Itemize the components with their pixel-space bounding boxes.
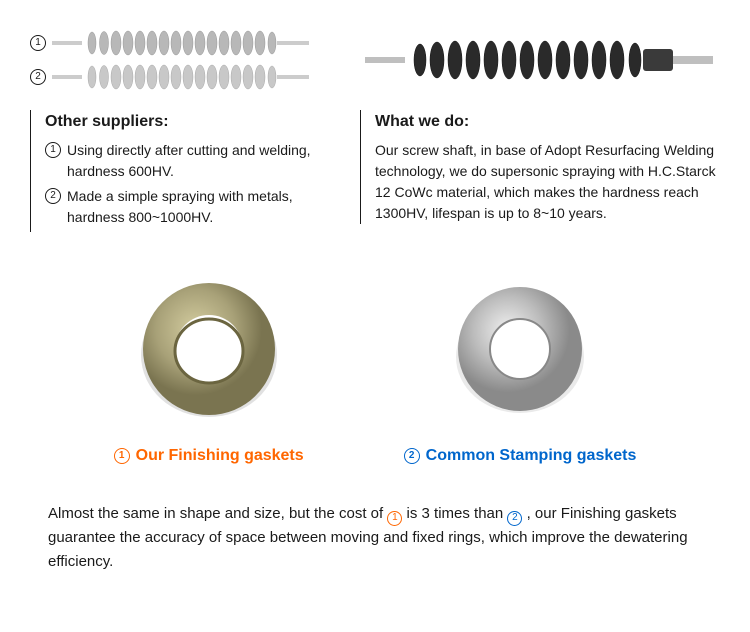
badge-2-blue-inline-icon: 2	[507, 511, 522, 526]
what-we-do-body: Our screw shaft, in base of Adopt Resurf…	[375, 140, 720, 224]
light-screw-1-icon	[52, 30, 312, 56]
other-item-1-text: Using directly after cutting and welding…	[67, 140, 330, 182]
our-screw-image	[360, 20, 720, 100]
other-item-2-text: Made a simple spraying with metals, hard…	[67, 186, 330, 228]
bottom-mid1: is 3 times than	[407, 505, 508, 522]
finishing-gasket-col: 1 Our Finishing gaskets	[114, 272, 304, 468]
other-suppliers-text: Other suppliers: 1 Using directly after …	[30, 110, 330, 232]
stamping-gasket-label: 2 Common Stamping gaskets	[404, 444, 637, 468]
badge-2-icon: 2	[30, 69, 46, 85]
top-comparison: 1 2	[0, 0, 750, 232]
badge-1-orange-inline-icon: 1	[387, 511, 402, 526]
finishing-gasket-image	[129, 272, 289, 432]
stamping-gasket-col: 2 Common Stamping gaskets	[404, 272, 637, 468]
badge-1-icon: 1	[45, 142, 61, 158]
screw-row-2: 2	[30, 64, 330, 90]
badge-1-orange-icon: 1	[114, 448, 130, 464]
finishing-ring-icon	[134, 277, 284, 427]
badge-1-icon: 1	[30, 35, 46, 51]
bottom-paragraph: Almost the same in shape and size, but t…	[0, 478, 750, 594]
other-screws-images: 1 2	[30, 20, 330, 100]
dark-screw-icon	[365, 35, 715, 85]
gaskets-section: 1 Our Finishing gaskets 2	[0, 232, 750, 478]
finishing-label-text: Our Finishing gaskets	[136, 444, 304, 468]
what-we-do-heading: What we do:	[375, 110, 720, 134]
stamping-label-text: Common Stamping gaskets	[426, 444, 637, 468]
other-item-2: 2 Made a simple spraying with metals, ha…	[45, 186, 330, 228]
stamping-ring-icon	[445, 277, 595, 427]
other-suppliers-heading: Other suppliers:	[45, 110, 330, 134]
finishing-gasket-label: 1 Our Finishing gaskets	[114, 444, 304, 468]
bottom-pre: Almost the same in shape and size, but t…	[48, 505, 387, 522]
other-item-1: 1 Using directly after cutting and weldi…	[45, 140, 330, 182]
badge-2-icon: 2	[45, 188, 61, 204]
what-we-do-column: What we do: Our screw shaft, in base of …	[360, 20, 720, 232]
stamping-gasket-image	[440, 272, 600, 432]
screw-row-1: 1	[30, 30, 330, 56]
other-suppliers-column: 1 2	[30, 20, 330, 232]
what-we-do-text: What we do: Our screw shaft, in base of …	[360, 110, 720, 224]
badge-2-blue-icon: 2	[404, 448, 420, 464]
light-screw-2-icon	[52, 64, 312, 90]
